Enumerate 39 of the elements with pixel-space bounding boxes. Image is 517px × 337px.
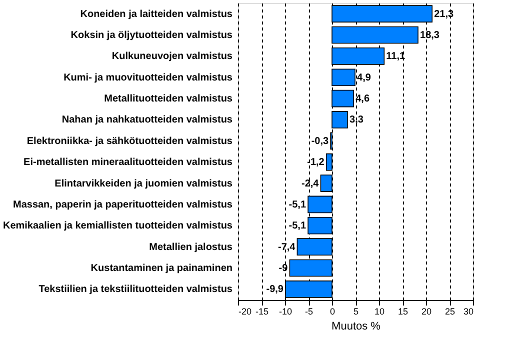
y-tick-label: Metallituotteiden valmistus [104, 94, 233, 105]
y-tick-label: Metallien jalostus [149, 242, 233, 253]
y-tick-label: Massan, paperin ja paperituotteiden valmistus [12, 199, 233, 210]
x-tick-label: -10 [278, 306, 292, 316]
x-tick-label: 20 [421, 306, 432, 316]
x-tick-label: 30 [463, 306, 474, 316]
y-tick-label: Kemikaalien ja kemiallisten tuotteiden valmistus [2, 220, 233, 232]
x-tick-label: 5 [353, 306, 359, 316]
x-tick-label: 0 [330, 306, 336, 316]
data-label: -5,1 [288, 199, 306, 210]
y-tick-label: Nahan ja nahkatuotteiden valmistus [62, 114, 233, 126]
data-label: 4,6 [356, 94, 370, 105]
data-label: -2,4 [301, 178, 320, 190]
x-tick-label: -15 [255, 306, 269, 316]
x-tick-label: 25 [444, 306, 456, 316]
x-tick-label: 15 [398, 306, 408, 316]
y-tick-label: Koneiden ja laitteiden valmistus [80, 8, 233, 20]
y-tick-label: Tekstiilien ja tekstiilituotteiden valmistus [38, 284, 233, 296]
data-label: 18,3 [420, 30, 440, 41]
y-tick-label: Koksin ja öljytuotteiden valmistus [70, 30, 233, 41]
y-tick-label: Ei-metallisten mineraalituotteiden valmistus [24, 157, 233, 168]
y-tick-label: Kumi- ja muovituotteiden valmistus [64, 72, 233, 84]
y-tick-label: Kulkuneuvojen valmistus [112, 51, 233, 62]
y-tick-label: Kustantaminen ja painaminen [90, 263, 232, 274]
x-tick-label: 10 [374, 306, 385, 316]
x-axis-title: Muutos % [332, 320, 381, 332]
data-label: -9,9 [266, 284, 284, 296]
x-tick-label: -20 [238, 306, 252, 316]
data-label: -0,3 [311, 136, 330, 147]
data-label: 3,3 [350, 114, 364, 126]
data-label: -5,1 [288, 220, 306, 232]
y-tick-label: Elektroniikka- ja sähkötuotteiden valmistus [26, 136, 233, 147]
data-label: 4,9 [357, 72, 372, 84]
x-tick-label: -5 [304, 306, 314, 316]
data-label: 11,1 [386, 51, 406, 62]
data-label: 21,3 [434, 8, 454, 20]
y-tick-label: Elintarvikkeiden ja juomien valmistus [54, 178, 233, 190]
data-label: -1,2 [307, 157, 325, 168]
bar [332, 26, 418, 44]
